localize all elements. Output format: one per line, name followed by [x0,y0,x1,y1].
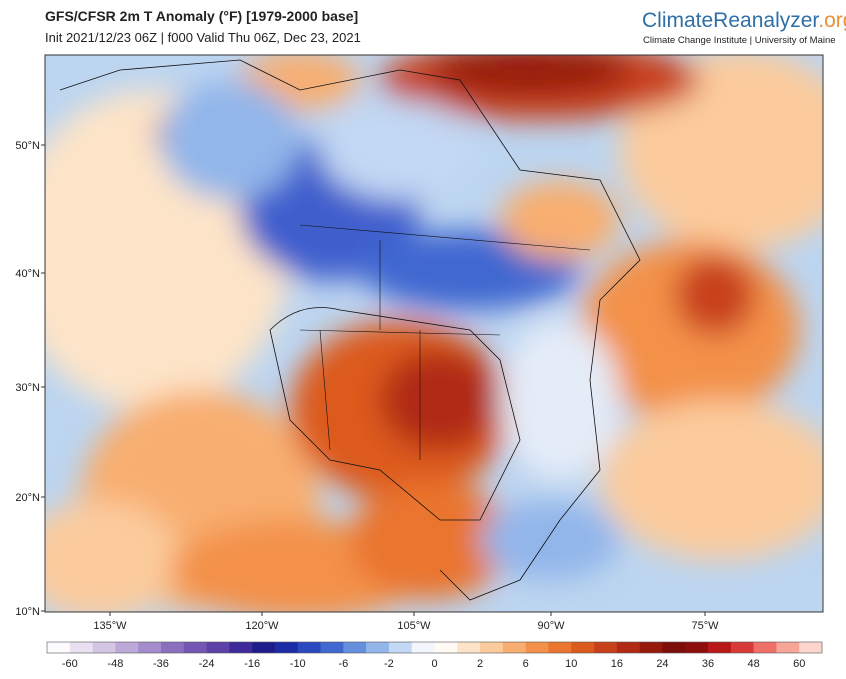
colorbar-label: 48 [747,658,759,670]
lat-label: 20°N [15,492,40,504]
colorbar-swatch [183,642,207,653]
borders [299,224,591,460]
colorbar-swatch [229,642,253,653]
colorbar-swatch [457,642,481,653]
lat-label: 50°N [15,140,40,152]
logo-suffix: .org [818,9,846,32]
map [45,55,823,612]
colorbar-label: 2 [477,658,483,670]
colorbar-swatch [69,642,93,653]
lon-label: 75°W [691,620,719,632]
lon-label: 120°W [245,620,279,632]
colorbar-swatch [434,642,458,653]
colorbar-swatch [502,642,526,653]
colorbar-swatch [411,642,435,653]
colorbar-swatch [92,642,116,653]
colorbar-swatch [753,642,777,653]
title: GFS/CFSR 2m T Anomaly (°F) [1979-2000 ba… [45,8,358,24]
lon-label: 135°W [93,620,127,632]
colorbar-swatch [274,642,299,653]
colorbar-label: -36 [153,658,169,670]
colorbar-swatch [730,642,754,653]
colorbar-swatch [47,642,71,653]
subtitle: Init 2021/12/23 06Z | f000 Valid Thu 06Z… [45,30,361,45]
lat-label: 30°N [15,382,40,394]
lat-label: 40°N [15,268,40,280]
colorbar-label: 24 [656,658,668,670]
colorbar-label: 60 [793,658,805,670]
colorbar-swatch [115,642,139,653]
logo-name: ClimateReanalyzer [642,9,819,32]
colorbar-swatch [252,642,276,653]
colorbar-swatch [388,642,413,653]
colorbar-swatch [571,642,595,653]
map-frame [44,54,824,613]
lon-label: 90°W [537,620,565,632]
colorbar-swatch [548,642,572,653]
colorbar-swatch [639,642,663,653]
colorbar-swatch [138,642,162,653]
colorbar-label: -48 [107,658,123,670]
colorbar-label: 36 [702,658,714,670]
lat-label: 10°N [15,606,40,618]
colorbar-label: -60 [62,658,78,670]
colorbar-label: -6 [338,658,348,670]
colorbar-swatch [799,642,823,653]
colorbar-swatch [685,642,709,653]
colorbar: -60 -48 -36 -24 -16 -10 -6 -2 0 2 6 10 16 24 36 48 60 [46,641,823,670]
colorbar-swatch [297,642,321,653]
colorbar-swatch [480,642,504,653]
colorbar-label: 16 [611,658,623,670]
axes: 50°N 40°N 30°N 20°N 10°N 135°W 120°W 105°W 90°W 7… [15,140,719,632]
colorbar-swatch [525,642,549,653]
colorbar-label: -24 [199,658,215,670]
colorbar-swatch [343,642,367,653]
logo-tagline: Climate Change Institute | University of… [643,35,836,46]
colorbar-swatch [616,642,640,653]
colorbar-swatch [594,642,618,653]
colorbar-swatch [366,642,390,653]
colorbar-label: 10 [565,658,577,670]
colorbar-label: -16 [244,658,260,670]
colorbar-swatch [206,642,230,653]
coastline [59,59,641,601]
colorbar-label: 6 [523,658,529,670]
colorbar-swatch [320,642,344,653]
colorbar-swatch [160,642,185,653]
colorbar-label: -2 [384,658,394,670]
lon-label: 105°W [397,620,431,632]
logo: ClimateReanalyzer.org [642,9,846,32]
colorbar-label: 0 [431,658,437,670]
colorbar-swatch [776,642,800,653]
colorbar-swatch [662,642,686,653]
colorbar-swatch [708,642,732,653]
colorbar-label: -10 [290,658,306,670]
colorbar-frame [46,641,823,654]
